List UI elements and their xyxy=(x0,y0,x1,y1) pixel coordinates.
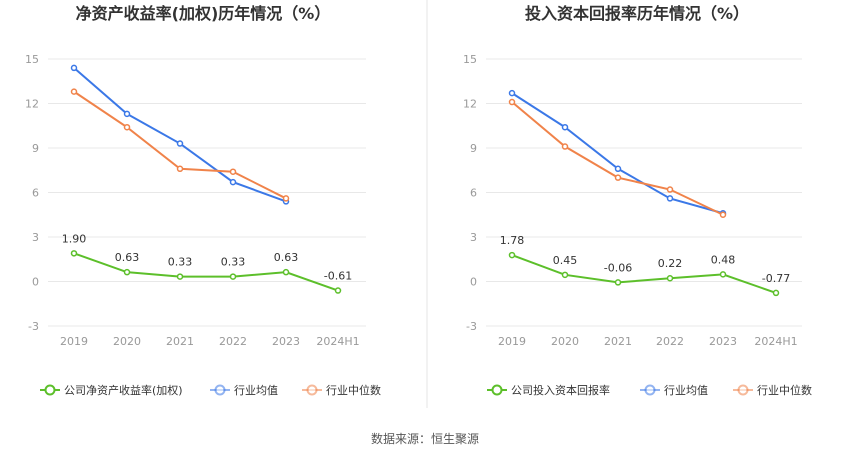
data-point-industry_median xyxy=(614,174,622,181)
y-tick-label: 3 xyxy=(470,231,477,244)
data-label: 0.48 xyxy=(711,253,736,266)
legend-label: 行业中位数 xyxy=(757,383,812,397)
data-label: 0.33 xyxy=(221,256,246,269)
legend-marker-industry_median xyxy=(306,384,318,396)
data-point-company xyxy=(334,287,342,294)
data-point-company xyxy=(70,250,78,257)
y-tick-label: 9 xyxy=(470,142,477,155)
data-point-company xyxy=(772,289,780,297)
y-tick-label: 12 xyxy=(25,98,39,111)
data-point-company xyxy=(508,251,516,259)
y-tick-label: 12 xyxy=(463,98,477,111)
y-tick-label: 6 xyxy=(470,187,477,200)
data-label: -0.61 xyxy=(324,270,352,283)
chart-title: 投入资本回报率历年情况（%） xyxy=(525,4,749,23)
data-label: 0.33 xyxy=(168,256,193,269)
data-point-company xyxy=(719,271,727,278)
legend-label: 公司投入资本回报率 xyxy=(511,383,610,397)
legend-label: 行业中位数 xyxy=(326,383,381,397)
y-tick-label: -3 xyxy=(28,320,39,333)
legend-marker-industry_median xyxy=(737,384,749,396)
x-tick-label: 2019 xyxy=(60,335,88,348)
data-point-industry_avg xyxy=(508,89,516,97)
y-tick-label: 3 xyxy=(32,231,39,244)
data-point-company xyxy=(561,271,569,279)
y-tick-label: 6 xyxy=(32,187,39,200)
data-label: -0.06 xyxy=(604,261,632,274)
series-line-company xyxy=(73,252,339,292)
data-label: 0.22 xyxy=(658,257,683,270)
y-tick-label: 0 xyxy=(32,276,39,289)
data-point-industry_avg xyxy=(70,64,78,72)
data-point-company xyxy=(282,268,290,276)
x-tick-label: 2022 xyxy=(219,335,247,348)
data-label: 1.78 xyxy=(500,234,525,247)
data-point-industry_median xyxy=(508,98,516,106)
legend-marker-industry_avg xyxy=(214,384,226,396)
y-tick-label: 0 xyxy=(470,276,477,289)
data-point-industry_avg xyxy=(666,195,674,202)
data-point-industry_median xyxy=(229,168,237,175)
chart-title: 净资产收益率(加权)历年情况（%） xyxy=(76,4,331,23)
x-tick-label: 2023 xyxy=(272,335,300,348)
x-tick-label: 2023 xyxy=(709,335,737,348)
data-point-industry_median xyxy=(70,88,78,95)
data-point-company xyxy=(176,273,184,280)
y-tick-label: -3 xyxy=(466,320,477,333)
data-point-industry_median xyxy=(176,165,184,173)
data-point-industry_avg xyxy=(614,165,622,173)
data-label: 0.45 xyxy=(553,254,578,267)
legend-marker-company xyxy=(44,384,56,396)
x-tick-label: 2022 xyxy=(656,335,684,348)
data-point-industry_median xyxy=(561,143,569,150)
data-point-industry_avg xyxy=(176,140,184,147)
x-tick-label: 2024H1 xyxy=(754,335,797,348)
data-point-industry_median xyxy=(123,123,131,131)
series-line-industry_median xyxy=(511,101,724,216)
series-line-company xyxy=(511,254,777,294)
legend-label: 行业均值 xyxy=(234,384,278,397)
data-point-industry_avg xyxy=(561,123,569,131)
legend-label: 公司净资产收益率(加权) xyxy=(64,383,183,397)
roe-chart: 净资产收益率(加权)历年情况（%） -3 0 3 6 9 12 15 2019 2020 2021 2… xyxy=(25,4,381,397)
data-point-industry_median xyxy=(719,211,727,218)
x-tick-label: 2021 xyxy=(166,335,194,348)
x-tick-label: 2019 xyxy=(498,335,526,348)
roic-chart: 投入资本回报率历年情况（%） -3 0 3 6 9 12 15 2019 2020 2021 2022… xyxy=(463,4,812,397)
data-point-industry_avg xyxy=(123,110,131,118)
y-tick-label: 9 xyxy=(32,142,39,155)
data-point-industry_median xyxy=(282,195,290,202)
y-tick-label: 15 xyxy=(463,53,477,66)
x-tick-label: 2021 xyxy=(604,335,632,348)
legend-label: 行业均值 xyxy=(664,384,708,397)
x-tick-label: 2020 xyxy=(551,335,579,348)
data-label: 0.63 xyxy=(115,251,140,264)
data-point-company xyxy=(666,274,674,282)
data-label: -0.77 xyxy=(762,272,790,285)
x-tick-label: 2024H1 xyxy=(316,335,359,348)
y-tick-label: 15 xyxy=(25,53,39,66)
legend-marker-company xyxy=(491,384,503,396)
series-line-industry_avg xyxy=(511,92,724,215)
data-point-company xyxy=(614,279,622,286)
legend-marker-industry_avg xyxy=(644,384,656,396)
data-point-company xyxy=(123,268,131,276)
data-label: 0.63 xyxy=(274,251,299,264)
data-point-company xyxy=(229,273,237,280)
data-label: 1.90 xyxy=(62,232,87,245)
data-point-industry_avg xyxy=(229,178,237,186)
data-source: 数据来源：恒生聚源 xyxy=(371,431,479,446)
x-tick-label: 2020 xyxy=(113,335,141,348)
data-point-industry_median xyxy=(666,186,674,193)
